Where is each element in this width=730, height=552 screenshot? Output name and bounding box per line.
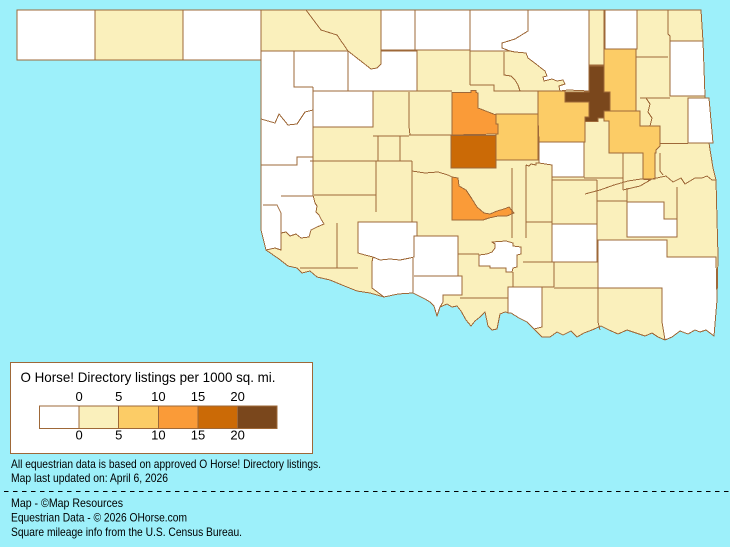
svg-text:Map - ©Map Resources: Map - ©Map Resources	[11, 496, 123, 510]
svg-text:All equestrian data is based o: All equestrian data is based on approved…	[11, 457, 321, 471]
svg-text:15: 15	[191, 389, 205, 404]
svg-text:20: 20	[230, 428, 244, 443]
svg-text:5: 5	[115, 428, 122, 443]
svg-text:10: 10	[151, 428, 165, 443]
svg-text:15: 15	[191, 428, 205, 443]
svg-text:Map last updated on: April 6,: Map last updated on: April 6, 2026	[11, 471, 168, 485]
svg-text:20: 20	[230, 389, 244, 404]
svg-text:0: 0	[75, 389, 82, 404]
svg-text:0: 0	[75, 428, 82, 443]
svg-text:5: 5	[115, 389, 122, 404]
svg-text:Equestrian Data - © 2026 OHors: Equestrian Data - © 2026 OHorse.com	[11, 511, 187, 525]
svg-text:Square mileage info from the U: Square mileage info from the U.S. Census…	[11, 525, 242, 539]
svg-text:O Horse! Directory listings pe: O Horse! Directory listings per 1000 sq.…	[21, 369, 276, 385]
svg-text:10: 10	[151, 389, 165, 404]
